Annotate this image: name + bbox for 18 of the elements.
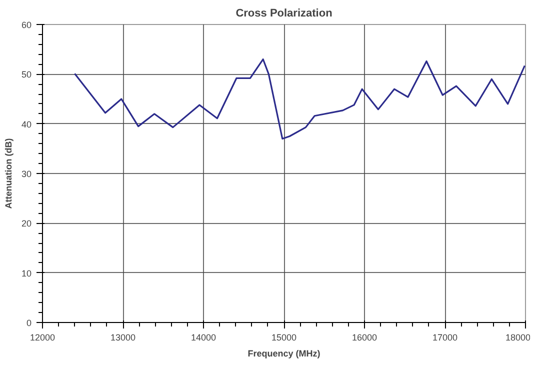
x-tick-label: 12000 [30, 332, 56, 342]
x-tick-label: 13000 [110, 332, 136, 342]
y-tick-label: 50 [21, 70, 32, 80]
x-tick-label: 14000 [190, 332, 216, 342]
y-tick-label: 60 [21, 20, 32, 30]
y-tick-label: 40 [21, 119, 32, 130]
x-tick-label: 17000 [432, 332, 458, 342]
x-tick-label: 15000 [271, 332, 297, 342]
x-tick-label: 18000 [505, 332, 531, 342]
y-axis-title: Attenuation (dB) [3, 138, 14, 209]
x-tick-label: 16000 [352, 332, 378, 342]
y-tick-label: 30 [21, 169, 32, 179]
y-tick-label: 10 [21, 268, 32, 278]
line-series [74, 58, 526, 140]
y-tick-label: 20 [21, 218, 32, 229]
y-tick-label: 0 [26, 318, 32, 328]
chart-title: Cross Polarization [236, 8, 333, 20]
x-axis-title: Frequency (MHz) [248, 348, 320, 358]
